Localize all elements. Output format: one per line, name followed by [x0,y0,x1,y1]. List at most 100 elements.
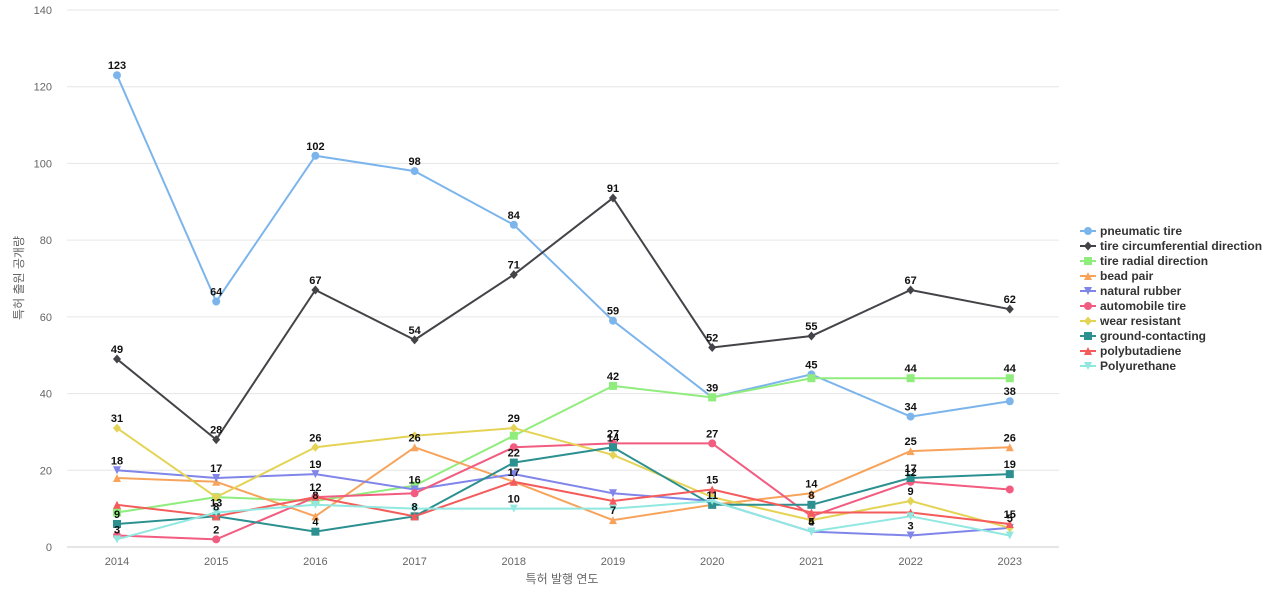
data-point[interactable] [906,496,915,506]
data-point[interactable] [410,167,419,176]
data-point[interactable] [708,343,717,353]
data-point[interactable] [509,443,518,452]
data-point[interactable] [212,435,221,445]
data-point[interactable] [410,335,419,345]
data-point[interactable] [906,412,915,421]
data-point[interactable] [708,393,717,402]
data-point[interactable] [609,193,617,203]
data-point[interactable] [609,443,617,452]
legend-marker[interactable] [1084,241,1092,251]
data-point[interactable] [807,515,816,525]
legend-marker[interactable] [1084,287,1092,295]
legend-item[interactable]: automobile tire [1080,299,1186,313]
data-point[interactable] [113,535,121,544]
data-point[interactable] [906,531,915,540]
data-point[interactable] [113,423,121,433]
data-point[interactable] [212,508,221,517]
data-point[interactable] [807,527,816,536]
data-point[interactable] [807,500,816,509]
data-point[interactable] [1005,397,1014,406]
data-point[interactable] [311,512,320,521]
data-point[interactable] [509,470,518,479]
data-point[interactable] [609,381,617,390]
legend-item[interactable]: natural rubber [1080,284,1182,298]
data-point[interactable] [1005,470,1014,479]
data-point[interactable] [906,447,915,456]
legend-marker[interactable] [1084,316,1092,326]
data-point[interactable] [1005,531,1014,540]
data-point[interactable] [509,423,518,433]
data-point[interactable] [708,496,717,505]
data-point[interactable] [113,354,121,364]
legend-item[interactable]: tire radial direction [1080,254,1208,268]
data-point[interactable] [609,496,617,505]
data-point[interactable] [609,316,617,325]
data-point[interactable] [807,331,816,341]
data-point[interactable] [212,535,221,544]
data-point[interactable] [311,500,320,509]
data-point[interactable] [311,470,320,479]
data-point[interactable] [410,443,419,452]
data-point[interactable] [113,519,121,528]
legend-marker[interactable] [1084,302,1092,310]
data-point[interactable] [708,485,717,494]
data-point[interactable] [509,220,518,229]
data-point[interactable] [311,151,320,160]
legend-marker[interactable] [1084,362,1092,370]
data-point[interactable] [906,374,915,383]
data-point[interactable] [1005,519,1014,528]
data-point[interactable] [1005,443,1014,452]
legend-item[interactable]: wear resistant [1080,314,1181,328]
data-point[interactable] [212,473,221,482]
data-point[interactable] [906,473,915,482]
data-label: 84 [508,210,521,222]
data-point[interactable] [609,489,617,498]
data-point[interactable] [113,71,121,80]
data-point[interactable] [807,489,816,498]
data-point[interactable] [1005,304,1014,314]
legend-marker[interactable] [1084,332,1092,340]
legend-marker[interactable] [1084,347,1092,355]
data-point[interactable] [311,527,320,536]
data-point[interactable] [410,431,419,441]
data-point[interactable] [609,516,617,525]
legend-item[interactable]: ground-contacting [1080,329,1206,343]
data-label: 17 [904,463,916,475]
legend-item[interactable]: bead pair [1080,269,1154,283]
legend-item[interactable]: polybutadiene [1080,344,1182,358]
legend-marker[interactable] [1084,272,1092,280]
data-point[interactable] [509,431,518,440]
data-point[interactable] [113,473,121,482]
data-point[interactable] [509,477,518,486]
legend-marker[interactable] [1084,227,1092,235]
data-point[interactable] [410,512,419,521]
data-point[interactable] [410,489,419,498]
data-point[interactable] [212,492,221,502]
data-point[interactable] [509,504,518,513]
data-point[interactable] [807,508,816,517]
data-point[interactable] [311,285,320,295]
legend-item[interactable]: Polyurethane [1080,359,1176,373]
data-point[interactable] [906,512,915,521]
data-point[interactable] [410,504,419,513]
legend-item[interactable]: tire circumferential direction [1080,239,1262,253]
data-point[interactable] [1005,485,1014,494]
data-point[interactable] [311,493,320,502]
data-point[interactable] [807,374,816,383]
legend-item[interactable]: pneumatic tire [1080,224,1182,238]
data-point[interactable] [113,466,121,475]
x-tick-label: 2018 [502,556,526,568]
data-point[interactable] [1005,374,1014,383]
legend-label: automobile tire [1100,299,1186,313]
legend-marker[interactable] [1084,257,1092,265]
data-point[interactable] [509,458,518,467]
data-point[interactable] [311,442,320,452]
data-point[interactable] [708,439,717,448]
data-point[interactable] [609,504,617,513]
data-point[interactable] [113,500,121,509]
data-point[interactable] [113,508,121,517]
data-point[interactable] [509,270,518,280]
data-point[interactable] [906,285,915,295]
data-point[interactable] [212,297,221,306]
data-point[interactable] [609,450,617,460]
